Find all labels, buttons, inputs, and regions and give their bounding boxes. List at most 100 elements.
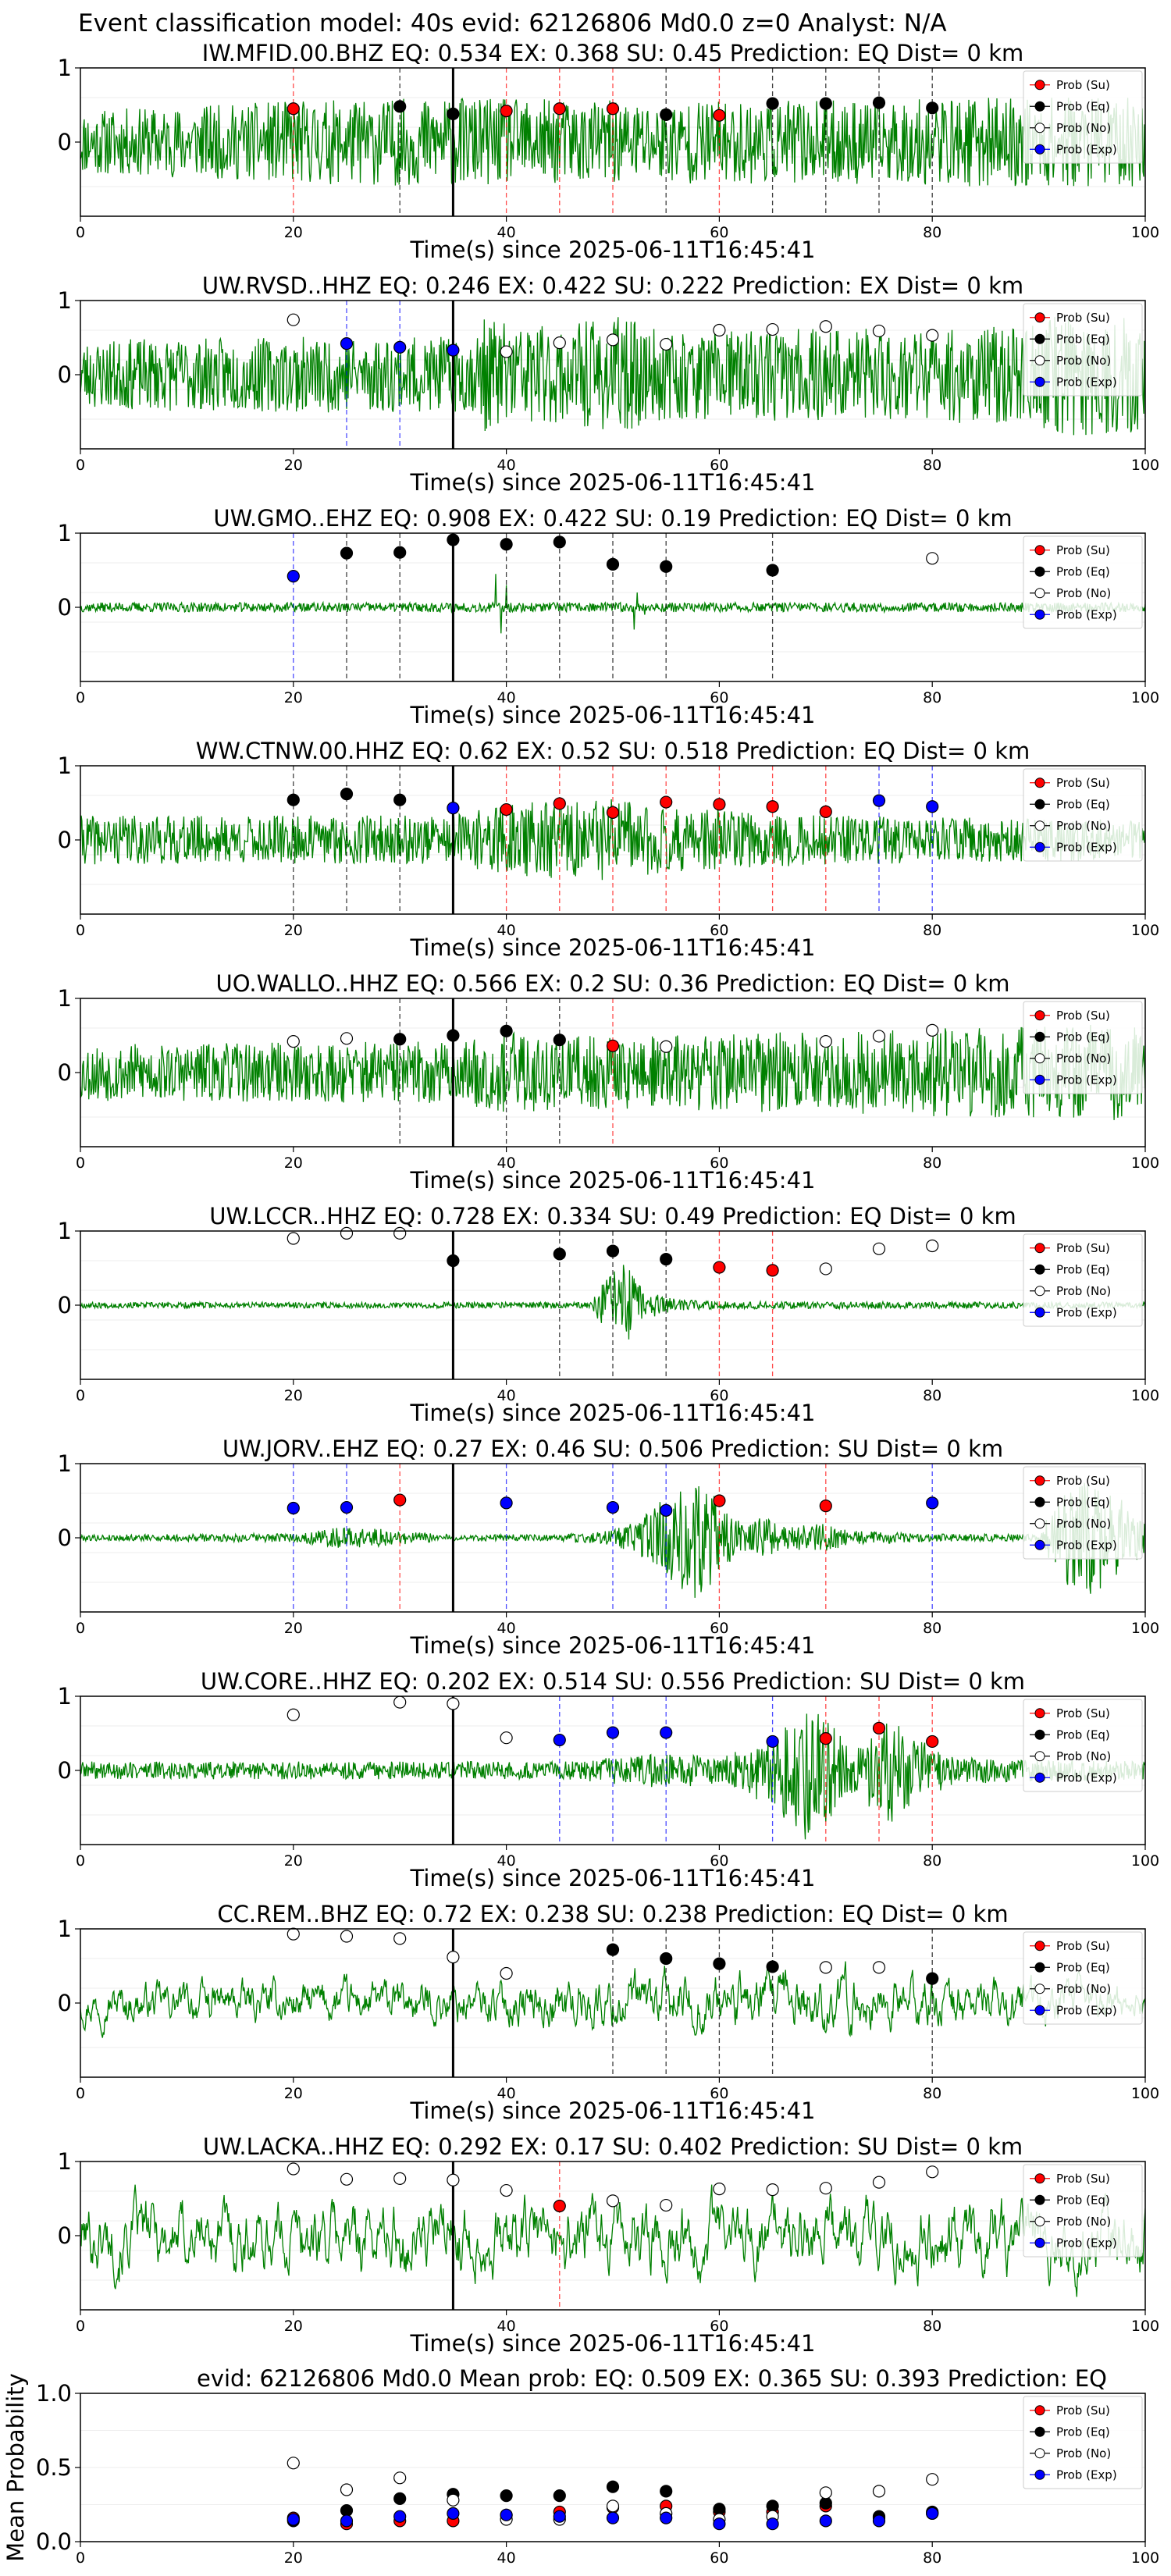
legend: Prob (Su) Prob (Eq) Prob (No) Prob (Exp) [1023, 1233, 1143, 1327]
legend-label-su: Prob (Su) [1056, 1939, 1110, 1953]
legend-label-su: Prob (Su) [1056, 2172, 1110, 2186]
mean-point-no [393, 2471, 407, 2485]
legend-marker-exp [1034, 2005, 1045, 2016]
prob-point-no [766, 2183, 779, 2197]
legend-marker-no [1034, 123, 1045, 133]
mean-point-exp [766, 2517, 779, 2531]
x-tick-label: 40 [497, 2085, 516, 2102]
prob-point-eq [553, 535, 566, 549]
panel-title: UW.JORV..EHZ EQ: 0.27 EX: 0.46 SU: 0.506… [222, 1436, 1003, 1462]
legend-marker-eq [1034, 2194, 1045, 2205]
x-tick-label: 100 [1131, 224, 1159, 241]
panel-title: UW.CORE..HHZ EQ: 0.202 EX: 0.514 SU: 0.5… [201, 1668, 1025, 1695]
legend-marker-exp [1034, 1772, 1045, 1783]
station-panel: UW.LACKA..HHZ EQ: 0.292 EX: 0.17 SU: 0.4… [58, 2133, 1160, 2357]
mean-point-exp [340, 2514, 354, 2528]
y-tick-label: 1 [58, 1218, 72, 1244]
prob-point-no [926, 1239, 939, 1253]
x-tick-label: 100 [1131, 1155, 1159, 1172]
x-tick-label: 40 [497, 922, 516, 939]
mean-point-exp [926, 2507, 939, 2520]
mean-point-exp [287, 2513, 300, 2526]
mean-point-exp [553, 2510, 566, 2523]
prob-point-no [287, 2162, 300, 2176]
prob-point-eq [606, 1943, 620, 1956]
legend-label-no: Prob (No) [1056, 1284, 1111, 1298]
legend-label-exp: Prob (Exp) [1056, 2003, 1117, 2017]
x-tick-label: 100 [1131, 2085, 1159, 2102]
prob-point-exp [287, 1501, 300, 1515]
x-axis-label: Time(s) since 2025-06-11T16:45:41 [410, 1865, 816, 1891]
legend-label-no: Prob (No) [1056, 1051, 1111, 1066]
x-tick-label: 60 [710, 1852, 728, 1870]
legend-label-su: Prob (Su) [1056, 311, 1110, 325]
prob-point-eq [766, 97, 779, 110]
mean-point-no [819, 2486, 832, 2500]
x-tick-label: 20 [284, 2549, 303, 2567]
x-tick-label: 80 [923, 457, 941, 474]
panel-title: UW.LCCR..HHZ EQ: 0.728 EX: 0.334 SU: 0.4… [209, 1203, 1016, 1229]
prob-point-no [606, 2194, 620, 2208]
x-tick-label: 40 [497, 1155, 516, 1172]
prob-point-no [393, 1695, 407, 1709]
x-tick-label: 0 [76, 1620, 85, 1637]
x-tick-label: 60 [710, 457, 728, 474]
x-tick-label: 60 [710, 1387, 728, 1404]
prob-point-no [872, 1030, 886, 1043]
legend-label-no: Prob (No) [1056, 2215, 1111, 2229]
prob-point-exp [553, 1733, 566, 1747]
x-tick-label: 40 [497, 1852, 516, 1870]
prob-point-su [553, 797, 566, 810]
prob-point-no [926, 2165, 939, 2179]
x-axis-label: Time(s) since 2025-06-11T16:45:41 [410, 237, 816, 263]
legend-label-eq: Prob (Eq) [1056, 332, 1110, 346]
prob-point-eq [340, 787, 354, 801]
x-tick-label: 40 [497, 1387, 516, 1404]
x-tick-label: 60 [710, 689, 728, 706]
waveform-trace [80, 317, 1145, 436]
prob-point-no [500, 2183, 513, 2197]
waveform-trace [80, 1482, 1145, 1598]
x-tick-label: 0 [76, 457, 85, 474]
mean-point-exp [872, 2514, 886, 2528]
prob-point-no [287, 1927, 300, 1941]
legend: Prob (Su) Prob (Eq) Prob (No) Prob (Exp) [1023, 1466, 1143, 1560]
x-tick-label: 20 [284, 689, 303, 706]
legend-label-no: Prob (No) [1056, 819, 1111, 833]
x-tick-label: 40 [497, 689, 516, 706]
y-tick-label: 0.0 [36, 2528, 72, 2555]
legend-marker-eq [1034, 333, 1045, 344]
legend-marker-su [1034, 1010, 1045, 1021]
prob-point-eq [447, 1254, 460, 1268]
legend-label-eq: Prob (Eq) [1056, 564, 1110, 578]
mean-point-no [926, 2473, 939, 2486]
prob-point-eq [926, 1972, 939, 1985]
legend: Prob (Su) Prob (Eq) Prob (No) Prob (Exp) [1023, 70, 1143, 164]
prob-point-eq [447, 1029, 460, 1042]
y-tick-label: 0 [58, 1059, 72, 1086]
panel-title: IW.MFID.00.BHZ EQ: 0.534 EX: 0.368 SU: 0… [202, 40, 1024, 66]
legend-label-eq: Prob (Eq) [1056, 1960, 1110, 1974]
prob-point-exp [872, 794, 886, 807]
mean-point-no [340, 2483, 354, 2496]
mean-point-eq [606, 2480, 620, 2493]
prob-point-no [393, 1226, 407, 1240]
legend-marker-su [1034, 80, 1045, 91]
prob-point-no [819, 1034, 832, 1048]
x-tick-label: 80 [923, 922, 941, 939]
legend-marker-exp [1034, 1539, 1045, 1550]
panel-title: UW.LACKA..HHZ EQ: 0.292 EX: 0.17 SU: 0.4… [203, 2133, 1023, 2160]
x-tick-label: 0 [76, 2085, 85, 2102]
prob-point-su [553, 2199, 566, 2213]
legend-marker-su [1034, 2405, 1045, 2416]
y-axis-label: Mean Probability [2, 2373, 29, 2562]
y-tick-label: 0 [58, 361, 72, 388]
x-tick-label: 100 [1131, 922, 1159, 939]
legend-label-exp: Prob (Exp) [1056, 1073, 1117, 1087]
station-panel: CC.REM..BHZ EQ: 0.72 EX: 0.238 SU: 0.238… [58, 1901, 1160, 2124]
x-tick-label: 0 [76, 922, 85, 939]
y-tick-label: 0 [58, 827, 72, 853]
prob-point-su [766, 1264, 779, 1277]
prob-point-no [553, 336, 566, 350]
y-tick-label: 0 [58, 1292, 72, 1318]
